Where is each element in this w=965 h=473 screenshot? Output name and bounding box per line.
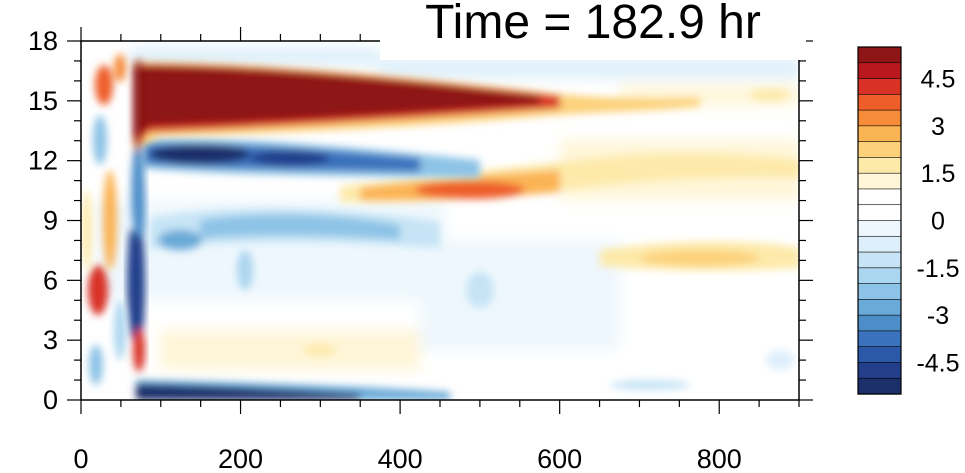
- axis-ticks: [67, 27, 813, 414]
- colorbar-segment: [857, 220, 902, 237]
- colorbar-segment: [857, 188, 902, 206]
- mid-negative-band: [150, 208, 440, 250]
- colorbar-label: -1.5: [916, 255, 959, 283]
- colorbar-segment: [857, 299, 902, 316]
- colorbar-segment: [857, 141, 902, 159]
- colorbar-segment: [857, 267, 902, 285]
- colorbar-label: 1.5: [921, 160, 956, 188]
- y-tick-label: 3: [43, 325, 58, 355]
- y-axis-tick-labels: 0 3 6 9 12 15 18: [28, 26, 58, 415]
- colorbar-segment: [857, 235, 902, 253]
- colorbar-segment: [857, 330, 902, 348]
- colorbar-segment: [857, 109, 902, 127]
- colorbar-labels: 4.5 3 1.5 0 -1.5 -3 -4.5: [916, 66, 959, 378]
- y-tick-label: 15: [28, 86, 58, 116]
- x-tick-label: 600: [537, 444, 582, 473]
- colorbar-segment: [857, 62, 902, 80]
- colorbar-label: -3: [927, 302, 949, 330]
- surface-negative-band: [136, 380, 450, 400]
- x-tick-label: 0: [73, 444, 88, 473]
- chart-title: Time = 182.9 hr: [425, 0, 761, 49]
- colorbar-segment: [857, 346, 902, 364]
- colorbar-segment: [857, 94, 902, 111]
- colorbar-segment: [857, 377, 902, 395]
- colorbar-segment: [857, 157, 902, 174]
- y-tick-label: 12: [28, 146, 58, 176]
- mid-positive-band: [600, 241, 799, 271]
- colorbar-frame: [857, 46, 902, 395]
- colorbar-segment: [857, 46, 902, 64]
- left-edge-structures: [82, 54, 126, 385]
- y-tick-label: 9: [43, 206, 58, 236]
- y-tick-label: 6: [43, 265, 58, 295]
- scattered-patches: [237, 89, 794, 390]
- colorbar-segment: [857, 204, 902, 222]
- colorbar: [857, 46, 902, 395]
- title-background: [380, 0, 806, 60]
- colorbar-segment: [857, 283, 902, 300]
- colorbar-segment: [857, 251, 902, 269]
- colorbar-label: 4.5: [921, 66, 956, 94]
- colorbar-segment: [857, 125, 902, 143]
- x-tick-label: 400: [378, 444, 423, 473]
- colorbar-label: 3: [931, 113, 945, 141]
- colorbar-label: -4.5: [916, 349, 959, 377]
- y-tick-label: 18: [28, 26, 58, 56]
- colorbar-segment: [857, 172, 902, 190]
- upper-positive-band: [134, 62, 700, 150]
- colorbar-segment: [857, 78, 902, 95]
- x-tick-label: 200: [218, 444, 263, 473]
- secondary-positive-band: [340, 153, 799, 203]
- colorbar-label: 0: [931, 208, 945, 236]
- colorbar-segment: [857, 362, 902, 379]
- vertical-front: [127, 60, 146, 372]
- x-axis-tick-labels: 0 200 400 600 800: [73, 444, 741, 473]
- x-tick-label: 800: [697, 444, 742, 473]
- colorbar-segment: [857, 314, 902, 332]
- y-tick-label: 0: [43, 385, 58, 415]
- negative-band: [140, 137, 480, 178]
- heatmap-field: [82, 48, 799, 400]
